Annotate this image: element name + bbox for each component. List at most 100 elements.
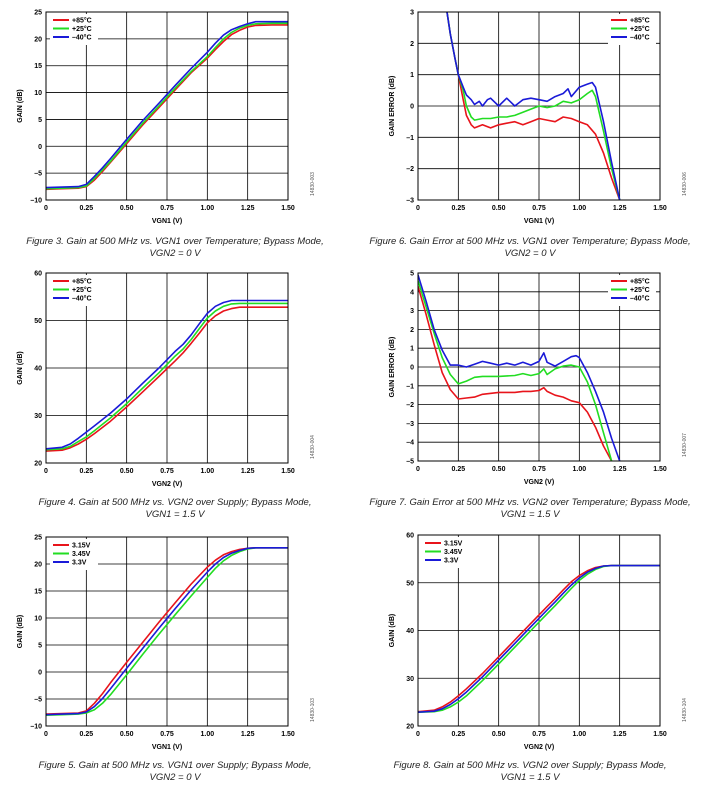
x-tick-label: 0.50	[492, 205, 506, 212]
x-tick-label: 0.50	[120, 731, 134, 738]
legend-label-0: +85°C	[630, 278, 650, 286]
plot-frame	[417, 272, 661, 462]
x-tick-label: 0.75	[532, 731, 546, 738]
y-tick-label: –5	[34, 171, 42, 178]
legend-label-1: +25°C	[630, 25, 650, 33]
legend: +85°C+25°C–40°C	[50, 275, 98, 306]
x-tick-label: 1.00	[573, 205, 587, 212]
y-tick-label: 20	[34, 461, 42, 468]
plot-frame	[417, 534, 661, 727]
y-tick-label: 30	[406, 676, 414, 683]
y-axis-title: GAIN (dB)	[17, 615, 24, 648]
y-tick-label: 1	[410, 346, 414, 353]
y-axis-title: GAIN (dB)	[389, 614, 396, 647]
y-tick-label: 5	[38, 117, 42, 124]
legend-label-2: –40°C	[630, 34, 650, 42]
x-tick-label: 1.25	[613, 731, 627, 738]
series-line-1	[418, 280, 613, 461]
y-tick-label: 0	[410, 104, 414, 111]
y-tick-label: –5	[406, 459, 414, 466]
y-tick-label: 1	[410, 72, 414, 79]
series-line-2	[46, 299, 288, 450]
x-axis-title: VGN1 (V)	[524, 218, 554, 225]
legend-label-2: –40°C	[630, 295, 650, 303]
x-tick-label: 1.50	[653, 466, 667, 473]
caption-line2: VGN2 = 0 V	[149, 248, 201, 259]
x-axis-title: VGN1 (V)	[152, 218, 182, 225]
series-line-0	[46, 306, 288, 452]
series-line-2	[418, 564, 660, 713]
y-tick-label: 5	[38, 643, 42, 650]
caption-line2: VGN1 = 1.5 V	[500, 772, 560, 783]
y-tick-label: –3	[406, 421, 414, 428]
chart-fig8: 0 0.25 0.50 0.75 1.00 1.25 1.50 20 30 40 50 60 VGN2 …	[389, 533, 688, 752]
x-tick-label: 0.75	[532, 466, 546, 473]
series-line-2	[446, 12, 621, 200]
x-tick-label: 0.25	[80, 205, 94, 212]
series-line-1	[446, 12, 621, 200]
chart-fig3: 0 0.25 0.50 0.75 1.00 1.25 1.50 –10 –5 0 5 10 15 20 25…	[17, 10, 316, 226]
chart-fig6: 0 0.25 0.50 0.75 1.00 1.25 1.50 –3 –2 –1 0 1 2 3 VGN1 …	[389, 10, 688, 226]
x-tick-label: 1.25	[241, 468, 255, 475]
y-tick-label: 60	[406, 533, 414, 540]
x-axis-title: VGN1 (V)	[152, 744, 182, 751]
y-tick-label: 10	[34, 90, 42, 97]
caption-line1: Figure 7. Gain Error at 500 MHz vs. VGN2…	[369, 497, 691, 508]
legend-label-1: 3.45V	[444, 549, 463, 556]
x-tick-label: 1.50	[281, 468, 295, 475]
x-tick-label: 1.00	[201, 205, 215, 212]
plot-frame	[417, 11, 661, 201]
legend-label-0: 3.15V	[72, 543, 91, 550]
plot-frame	[45, 11, 289, 201]
y-tick-label: –5	[34, 697, 42, 704]
y-tick-label: 3	[410, 10, 414, 17]
x-axis-title: VGN2 (V)	[152, 481, 182, 488]
x-tick-label: 0.25	[80, 731, 94, 738]
figure-code: 14830-103	[310, 698, 316, 722]
legend-label-1: +25°C	[72, 286, 92, 294]
x-tick-label: 1.25	[613, 205, 627, 212]
x-tick-label: 1.50	[653, 205, 667, 212]
y-tick-label: 10	[34, 616, 42, 623]
y-tick-label: 3	[410, 308, 414, 315]
caption-line2: VGN2 = 0 V	[504, 248, 556, 259]
plot-frame	[45, 272, 289, 464]
legend-label-2: –40°C	[72, 295, 92, 303]
figure-code: 14830-006	[682, 172, 688, 196]
legend-label-0: 3.15V	[444, 541, 463, 548]
caption-line2: VGN1 = 1.5 V	[145, 509, 205, 520]
series-line-1	[46, 22, 288, 190]
legend-label-1: +25°C	[630, 286, 650, 294]
caption-fig8: Figure 8. Gain at 500 MHz vs. VGN2 over …	[365, 760, 695, 784]
chart-fig5: 0 0.25 0.50 0.75 1.00 1.25 1.50 –10 –5 0 5 10 15 20 25…	[17, 535, 316, 752]
x-tick-label: 0.75	[160, 468, 174, 475]
y-axis-title: GAIN ERROR (dB)	[389, 76, 396, 137]
legend: +85°C+25°C–40°C	[608, 14, 656, 45]
series-line-0	[418, 285, 613, 461]
figure-code: 14830-104	[682, 698, 688, 722]
x-tick-label: 0	[416, 205, 420, 212]
legend-label-1: +25°C	[72, 25, 92, 33]
y-tick-label: –1	[406, 135, 414, 142]
y-axis-title: GAIN (dB)	[17, 351, 24, 384]
y-tick-label: 50	[34, 318, 42, 325]
x-tick-label: 0.25	[452, 731, 466, 738]
caption-fig4: Figure 4. Gain at 500 MHz vs. VGN2 over …	[10, 497, 340, 521]
caption-line1: Figure 5. Gain at 500 MHz vs. VGN1 over …	[38, 760, 312, 771]
y-axis-title: GAIN (dB)	[17, 89, 24, 122]
y-tick-label: 20	[34, 562, 42, 569]
x-tick-label: 0.25	[452, 466, 466, 473]
caption-line2: VGN2 = 0 V	[149, 772, 201, 783]
x-tick-label: 0	[44, 468, 48, 475]
y-tick-label: 20	[406, 724, 414, 731]
caption-fig3: Figure 3. Gain at 500 MHz vs. VGN1 over …	[10, 236, 340, 260]
x-tick-label: 0.50	[120, 468, 134, 475]
caption-fig6: Figure 6. Gain Error at 500 MHz vs. VGN1…	[365, 236, 695, 260]
y-tick-label: –3	[406, 198, 414, 205]
caption-line1: Figure 3. Gain at 500 MHz vs. VGN1 over …	[26, 236, 324, 247]
figure-code: 14830-004	[310, 435, 316, 459]
y-tick-label: 25	[34, 535, 42, 542]
plot-frame	[45, 536, 289, 727]
y-tick-label: 20	[34, 36, 42, 43]
